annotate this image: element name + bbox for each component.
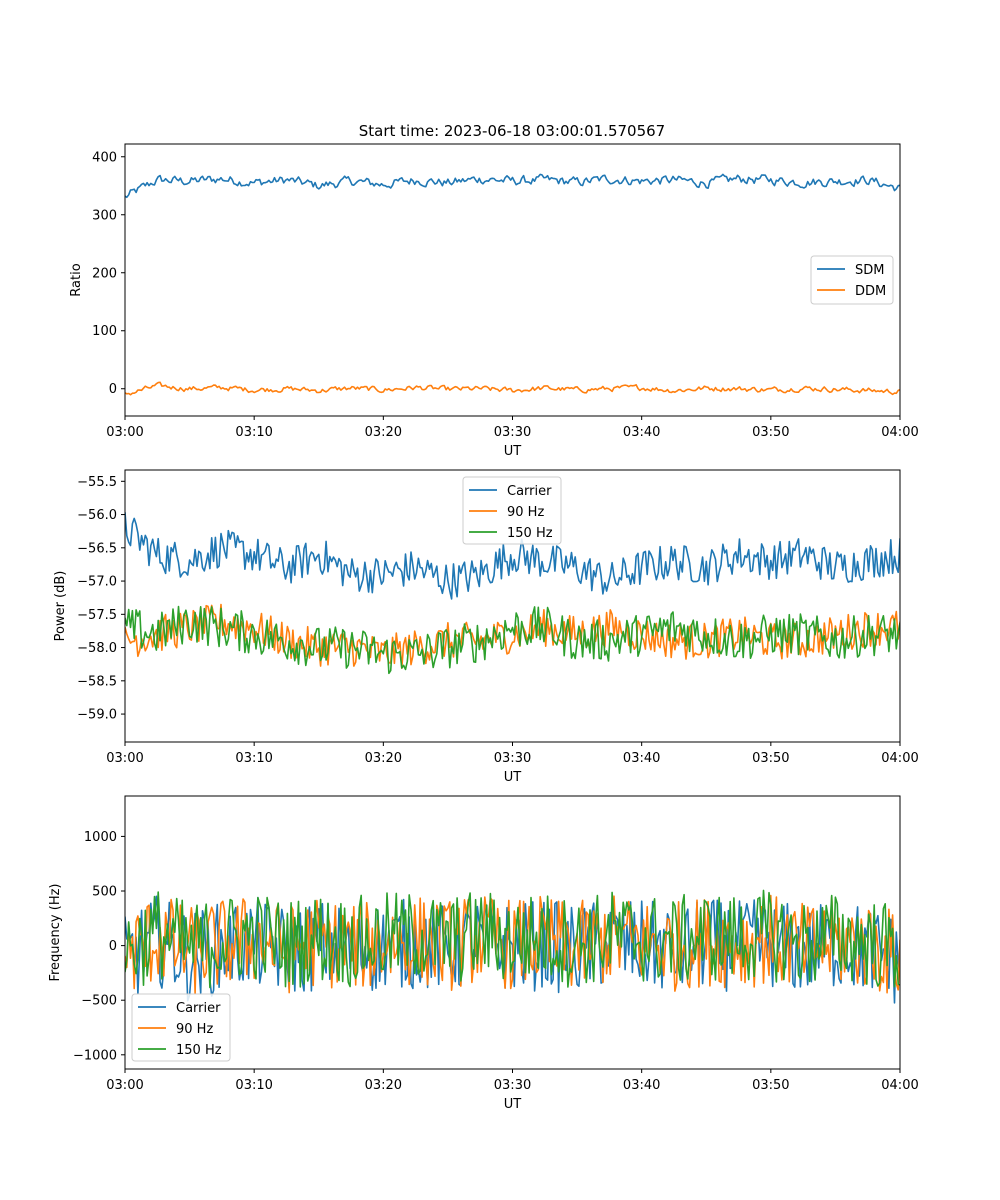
x-tick-label: 03:00 <box>106 1078 143 1093</box>
y-tick-label: −55.5 <box>77 475 117 490</box>
series-line-150-hz <box>125 605 900 675</box>
y-tick-label: −59.0 <box>77 708 117 723</box>
x-tick-label: 03:10 <box>235 751 272 766</box>
y-tick-label: 400 <box>92 150 117 165</box>
x-tick-label: 03:50 <box>752 751 789 766</box>
y-tick-label: 500 <box>92 885 117 900</box>
legend-box <box>131 993 231 1062</box>
series-line-150-hz <box>125 889 900 989</box>
y-axis-label: Ratio <box>69 263 84 296</box>
x-tick-label: 03:20 <box>365 425 402 440</box>
series-group <box>125 173 900 396</box>
x-tick-label: 03:10 <box>235 1078 272 1093</box>
x-axis-label: UT <box>504 444 522 459</box>
legend-entry: 90 Hz <box>507 505 544 520</box>
legend: Carrier 90 Hz 150 Hz <box>131 993 231 1062</box>
x-tick-label: 03:00 <box>106 751 143 766</box>
subplot-1: 03:00 03:10 03:20 03:30 03:40 03:50 04:00 UT 0 10… <box>69 143 919 459</box>
x-tick-label: 03:10 <box>235 425 272 440</box>
series-group <box>125 889 900 1004</box>
x-tick-label: 03:40 <box>623 751 660 766</box>
x-tick-label: 03:30 <box>494 425 531 440</box>
y-tick-label: −56.0 <box>77 508 117 523</box>
y-tick-label: 100 <box>92 324 117 339</box>
legend-box <box>462 476 562 545</box>
legend-entry: 150 Hz <box>176 1043 222 1058</box>
subplot-2: 03:00 03:10 03:20 03:30 03:40 03:50 04:00 UT −59… <box>53 469 919 785</box>
y-tick-label: −500 <box>81 994 117 1009</box>
y-axis-label: Frequency (Hz) <box>48 883 63 981</box>
x-axis-label: UT <box>504 1097 522 1112</box>
x-tick-label: 03:20 <box>365 1078 402 1093</box>
x-tick-label: 03:00 <box>106 425 143 440</box>
legend-entry: Carrier <box>507 484 552 499</box>
legend: Carrier 90 Hz 150 Hz <box>462 476 562 545</box>
y-tick-label: −57.5 <box>77 608 117 623</box>
x-tick-label: 03:50 <box>752 1078 789 1093</box>
series-line-90-hz <box>125 894 900 995</box>
x-tick-label: 04:00 <box>881 751 918 766</box>
x-tick-label: 04:00 <box>881 425 918 440</box>
y-tick-label: 1000 <box>84 830 117 845</box>
y-tick-label: 200 <box>92 266 117 281</box>
x-tick-label: 04:00 <box>881 1078 918 1093</box>
x-tick-label: 03:30 <box>494 751 531 766</box>
legend-entry: 90 Hz <box>176 1022 213 1037</box>
y-tick-label: −1000 <box>73 1048 117 1063</box>
legend-entry: DDM <box>855 284 886 299</box>
legend-entry: 150 Hz <box>507 526 553 541</box>
y-tick-label: 0 <box>109 939 117 954</box>
y-tick-label: −56.5 <box>77 541 117 556</box>
y-tick-label: 300 <box>92 208 117 223</box>
series-line-90-hz <box>125 603 900 669</box>
figure-title: Start time: 2023-06-18 03:00:01.570567 <box>359 122 665 140</box>
series-line-sdm <box>125 173 900 199</box>
legend-entry: SDM <box>855 263 884 278</box>
series-line-carrier <box>125 512 900 600</box>
y-axis-label: Power (dB) <box>53 571 68 642</box>
y-tick-label: −57.0 <box>77 575 117 590</box>
y-tick-label: −58.0 <box>77 641 117 656</box>
x-tick-label: 03:50 <box>752 425 789 440</box>
x-tick-label: 03:30 <box>494 1078 531 1093</box>
legend-box <box>810 255 894 305</box>
y-tick-label: −58.5 <box>77 674 117 689</box>
y-tick-label: 0 <box>109 382 117 397</box>
x-tick-label: 03:40 <box>623 425 660 440</box>
x-tick-label: 03:40 <box>623 1078 660 1093</box>
series-line-ddm <box>125 381 900 396</box>
legend-entry: Carrier <box>176 1001 221 1016</box>
series-group <box>125 512 900 675</box>
subplot-3: 03:00 03:10 03:20 03:30 03:40 03:50 04:00 UT −10… <box>48 795 919 1112</box>
x-axis-label: UT <box>504 770 522 785</box>
x-tick-label: 03:20 <box>365 751 402 766</box>
legend: SDM DDM <box>810 255 894 305</box>
